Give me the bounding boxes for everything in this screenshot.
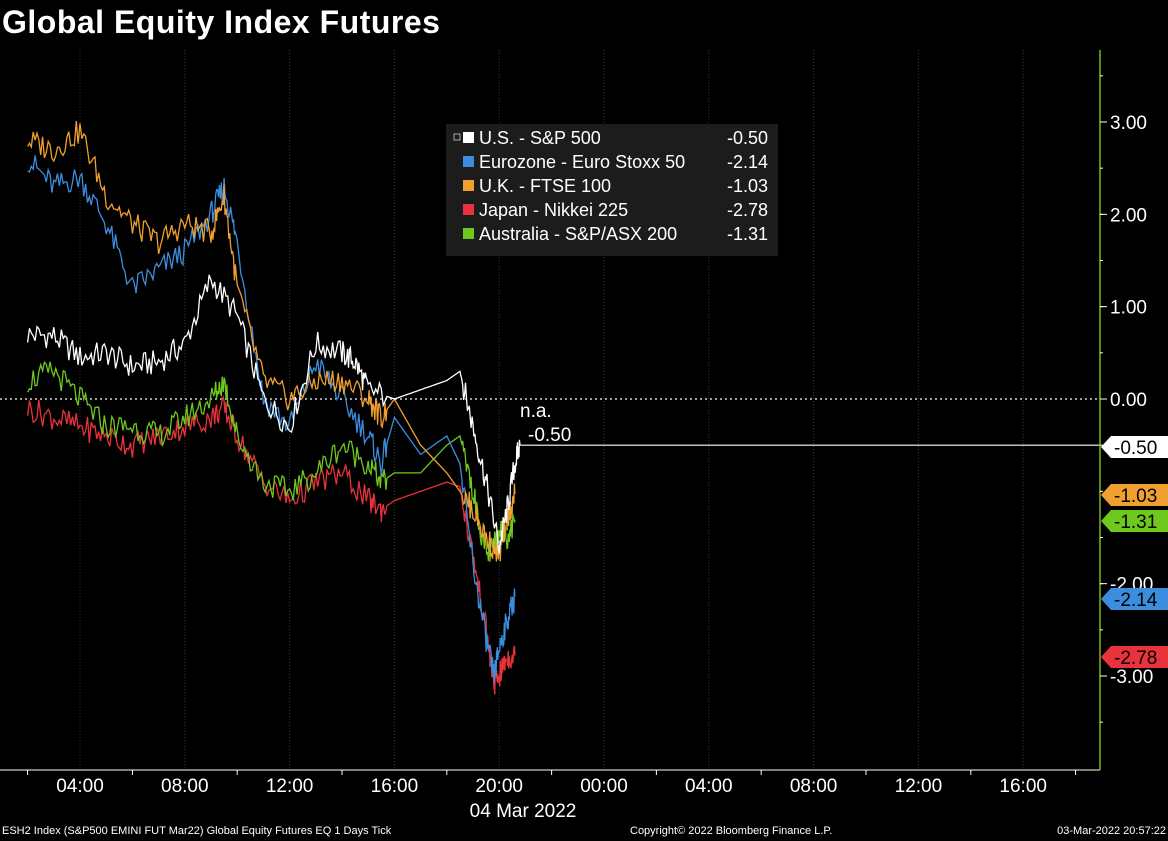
y-tick-label: 0.00 bbox=[1110, 390, 1147, 411]
legend-series-name: U.K. - FTSE 100 bbox=[479, 176, 611, 196]
legend-last-value: -0.50 bbox=[727, 128, 768, 148]
last-value-tag-label: -1.03 bbox=[1114, 486, 1157, 507]
legend-swatch bbox=[463, 228, 474, 239]
footer-bar: ESH2 Index (S&P500 EMINI FUT Mar22) Glob… bbox=[0, 824, 1168, 841]
series-layer bbox=[26, 121, 1100, 695]
chart-svg: 04:00 08:00 12:00 16:00 20:00 00:00 04:00 08:00… bbox=[0, 50, 1168, 822]
y-tick-label: 1.00 bbox=[1110, 298, 1147, 319]
x-date-label: 04 Mar 2022 bbox=[470, 801, 577, 822]
last-value-tag-label: -2.78 bbox=[1114, 648, 1157, 669]
legend-series-name: Japan - Nikkei 225 bbox=[479, 200, 628, 220]
series-line bbox=[27, 121, 516, 562]
axes: 04:00 08:00 12:00 16:00 20:00 00:00 04:00 08:00… bbox=[0, 50, 1153, 822]
x-tick-label: 20:00 bbox=[475, 776, 523, 797]
last-value-tag bbox=[1101, 436, 1168, 458]
series-line bbox=[26, 274, 521, 554]
series-line bbox=[27, 155, 516, 684]
legend-last-value: -2.14 bbox=[727, 152, 768, 172]
y-tick-label: -3.00 bbox=[1110, 667, 1153, 688]
chart-title: Global Equity Index Futures bbox=[2, 4, 441, 40]
legend-series-name: Australia - S&P/ASX 200 bbox=[479, 224, 677, 244]
x-tick-label: 00:00 bbox=[580, 776, 628, 797]
x-tick-label: 12:00 bbox=[895, 776, 943, 797]
legend-swatch bbox=[463, 204, 474, 215]
legend-last-value: -1.03 bbox=[727, 176, 768, 196]
legend-series-name: U.S. - S&P 500 bbox=[479, 128, 601, 148]
legend: U.S. - S&P 500 -0.50 Eurozone - Euro Stoxx… bbox=[446, 124, 778, 256]
legend-swatch bbox=[463, 180, 474, 191]
annotations: n.a. -0.50 -0.50 -1.03 -1.31 -2.14 -2.78 bbox=[520, 401, 1168, 669]
x-tick-label: 04:00 bbox=[685, 776, 733, 797]
last-value-tag bbox=[1101, 588, 1168, 610]
footer-ticker-info: ESH2 Index (S&P500 EMINI FUT Mar22) Glob… bbox=[2, 825, 392, 837]
footer-timestamp: 03-Mar-2022 20:57:22 bbox=[1057, 825, 1166, 837]
legend-last-value: -1.31 bbox=[727, 224, 768, 244]
last-value-tag bbox=[1101, 484, 1168, 506]
last-value-tag bbox=[1101, 646, 1168, 668]
series-line bbox=[27, 360, 516, 562]
y-tick-label: 3.00 bbox=[1110, 113, 1147, 134]
x-tick-label: 08:00 bbox=[161, 776, 209, 797]
x-tick-label: 04:00 bbox=[56, 776, 104, 797]
last-value-tag-label: -1.31 bbox=[1114, 512, 1157, 533]
legend-box bbox=[446, 124, 778, 256]
y-tick-label: 2.00 bbox=[1110, 205, 1147, 226]
footer-copyright: Copyright© 2022 Bloomberg Finance L.P. bbox=[630, 825, 833, 837]
x-tick-label: 16:00 bbox=[371, 776, 419, 797]
x-tick-label: 16:00 bbox=[999, 776, 1047, 797]
last-value-tag bbox=[1101, 510, 1168, 532]
last-value-tag-label: -0.50 bbox=[1114, 438, 1157, 459]
legend-series-name: Eurozone - Euro Stoxx 50 bbox=[479, 152, 685, 172]
legend-expand-icon bbox=[453, 133, 461, 141]
legend-last-value: -2.78 bbox=[727, 200, 768, 220]
legend-swatch bbox=[463, 132, 474, 143]
legend-swatch bbox=[463, 156, 474, 167]
annotation-last-value: -0.50 bbox=[528, 425, 571, 446]
series-line bbox=[26, 395, 516, 695]
x-tick-label: 08:00 bbox=[790, 776, 838, 797]
x-tick-label: 12:00 bbox=[266, 776, 314, 797]
annotation-na: n.a. bbox=[520, 401, 552, 422]
last-value-tag-label: -2.14 bbox=[1114, 590, 1158, 611]
